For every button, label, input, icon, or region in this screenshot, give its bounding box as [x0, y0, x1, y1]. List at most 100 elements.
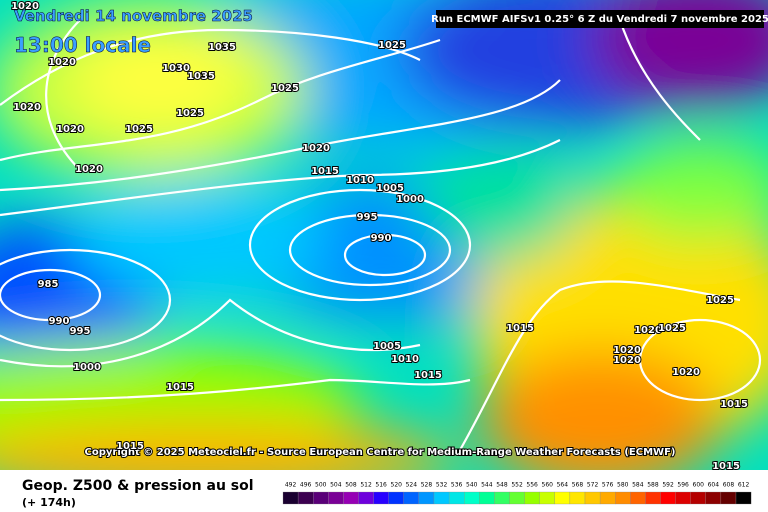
isobar-label: 990 — [49, 316, 70, 327]
isobar-label: 1015 — [712, 461, 740, 472]
colorbar-cell — [630, 491, 646, 505]
colorbar-cell — [675, 491, 691, 505]
isobar-label: 1020 — [56, 124, 84, 135]
colorbar-cell — [328, 491, 344, 505]
colorbar-label: 504 — [330, 482, 342, 489]
valid-date: Vendredi 14 novembre 2025 — [14, 7, 253, 25]
colorbar-label: 592 — [662, 482, 674, 489]
isobar-label: 1015 — [166, 382, 194, 393]
colorbar-label: 608 — [723, 482, 735, 489]
isobar-label: 1000 — [396, 194, 424, 205]
colorbar-label: 528 — [421, 482, 433, 489]
colorbar-label: 604 — [708, 482, 720, 489]
colorbar-cell — [282, 491, 299, 505]
footer — [0, 470, 768, 512]
isobars — [0, 19, 762, 451]
run-info: Run ECMWF AIFSv1 0.25° 6 Z du Vendredi 7… — [431, 14, 768, 25]
colorbar-cell — [720, 491, 737, 505]
isobar-label: 1010 — [391, 354, 419, 365]
colorbar-label: 556 — [526, 482, 538, 489]
isobar-label: 1025 — [125, 124, 153, 135]
isobar-label: 1015 — [311, 166, 339, 177]
colorbar-cell — [403, 491, 420, 505]
colorbar-cell — [358, 491, 374, 505]
isobar-label: 1020 — [302, 143, 330, 154]
colorbar-cell — [313, 491, 329, 505]
colorbar-cell — [433, 491, 450, 505]
isobar-label: 1020 — [13, 102, 41, 113]
colorbar-cell — [388, 491, 404, 505]
colorbar-label: 508 — [345, 482, 357, 489]
isobar-label: 1020 — [613, 345, 641, 356]
colorbar-label: 500 — [315, 482, 327, 489]
isobar-label: 995 — [70, 326, 91, 337]
colorbar-cell — [509, 491, 525, 505]
isobar-label: 1020 — [11, 1, 39, 12]
colorbar-cell — [660, 491, 676, 505]
isobar-label: 1005 — [376, 183, 404, 194]
isobar-label: 990 — [371, 233, 392, 244]
colorbar-cell — [690, 491, 706, 505]
colorbar-label: 492 — [285, 482, 297, 489]
colorbar-label: 540 — [466, 482, 478, 489]
colorbar-label: 596 — [677, 482, 689, 489]
colorbar-label: 568 — [572, 482, 584, 489]
isobar-label: 1025 — [271, 83, 299, 94]
colorbar-label: 560 — [542, 482, 554, 489]
colorbar-label: 612 — [738, 482, 750, 489]
colorbar-cell — [599, 491, 616, 505]
colorbar-cell — [705, 491, 722, 505]
isobar-label: 1025 — [658, 323, 686, 334]
isobar-label: 1005 — [373, 341, 401, 352]
isobar-label: 995 — [357, 212, 378, 223]
run-box — [436, 10, 764, 28]
colorbar-cell — [464, 491, 480, 505]
isobar-label: 1020 — [75, 164, 103, 175]
colorbar-cell — [418, 491, 435, 505]
colorbar-label: 576 — [602, 482, 614, 489]
isobar-label: 1015 — [414, 370, 442, 381]
isobar-label: 1025 — [706, 295, 734, 306]
colorbar-label: 552 — [511, 482, 523, 489]
copyright: Copyright © 2025 Meteociel.fr - Source E… — [85, 447, 676, 458]
colorbar-label: 584 — [632, 482, 644, 489]
colorbar-label: 564 — [557, 482, 569, 489]
colorbar-label: 572 — [587, 482, 599, 489]
colorbar-cell — [615, 491, 631, 505]
colorbar-label: 524 — [406, 482, 418, 489]
isobar-label: 1015 — [720, 399, 748, 410]
colorbar-cell — [297, 491, 314, 505]
colorbar-cell — [645, 491, 661, 505]
colorbar-cell — [735, 491, 752, 505]
isobar-label: 1035 — [187, 71, 215, 82]
colorbar-cell — [479, 491, 495, 505]
colorbar-cell — [343, 491, 359, 505]
colorbar-label: 600 — [693, 482, 705, 489]
footer-lead: (+ 174h) — [22, 496, 76, 509]
colorbar-cell — [554, 491, 571, 505]
colorbar-cell — [524, 491, 540, 505]
isobar-label: 1020 — [634, 325, 662, 336]
isobar-label: 1020 — [613, 355, 641, 366]
colorbar-label: 548 — [496, 482, 508, 489]
isobar-label: 1010 — [346, 175, 374, 186]
colorbar-label: 512 — [360, 482, 372, 489]
colorbar-label: 516 — [375, 482, 387, 489]
isobar-label: 1025 — [176, 108, 204, 119]
local-time: 13:00 locale — [14, 33, 151, 57]
colorbar-label: 496 — [300, 482, 312, 489]
colorbar-label: 532 — [436, 482, 448, 489]
colorbar-cell — [494, 491, 510, 505]
colorbar-label: 536 — [451, 482, 463, 489]
field — [0, 0, 768, 470]
isobar-label: 1025 — [378, 40, 406, 51]
isobar-label: 985 — [38, 279, 59, 290]
colorbar-label: 588 — [647, 482, 659, 489]
colorbar-label: 544 — [481, 482, 493, 489]
isobar-label: 1030 — [162, 63, 190, 74]
isobar-label: 1000 — [73, 362, 101, 373]
colorbar-cell — [448, 491, 465, 505]
isobar-label: 1020 — [672, 367, 700, 378]
